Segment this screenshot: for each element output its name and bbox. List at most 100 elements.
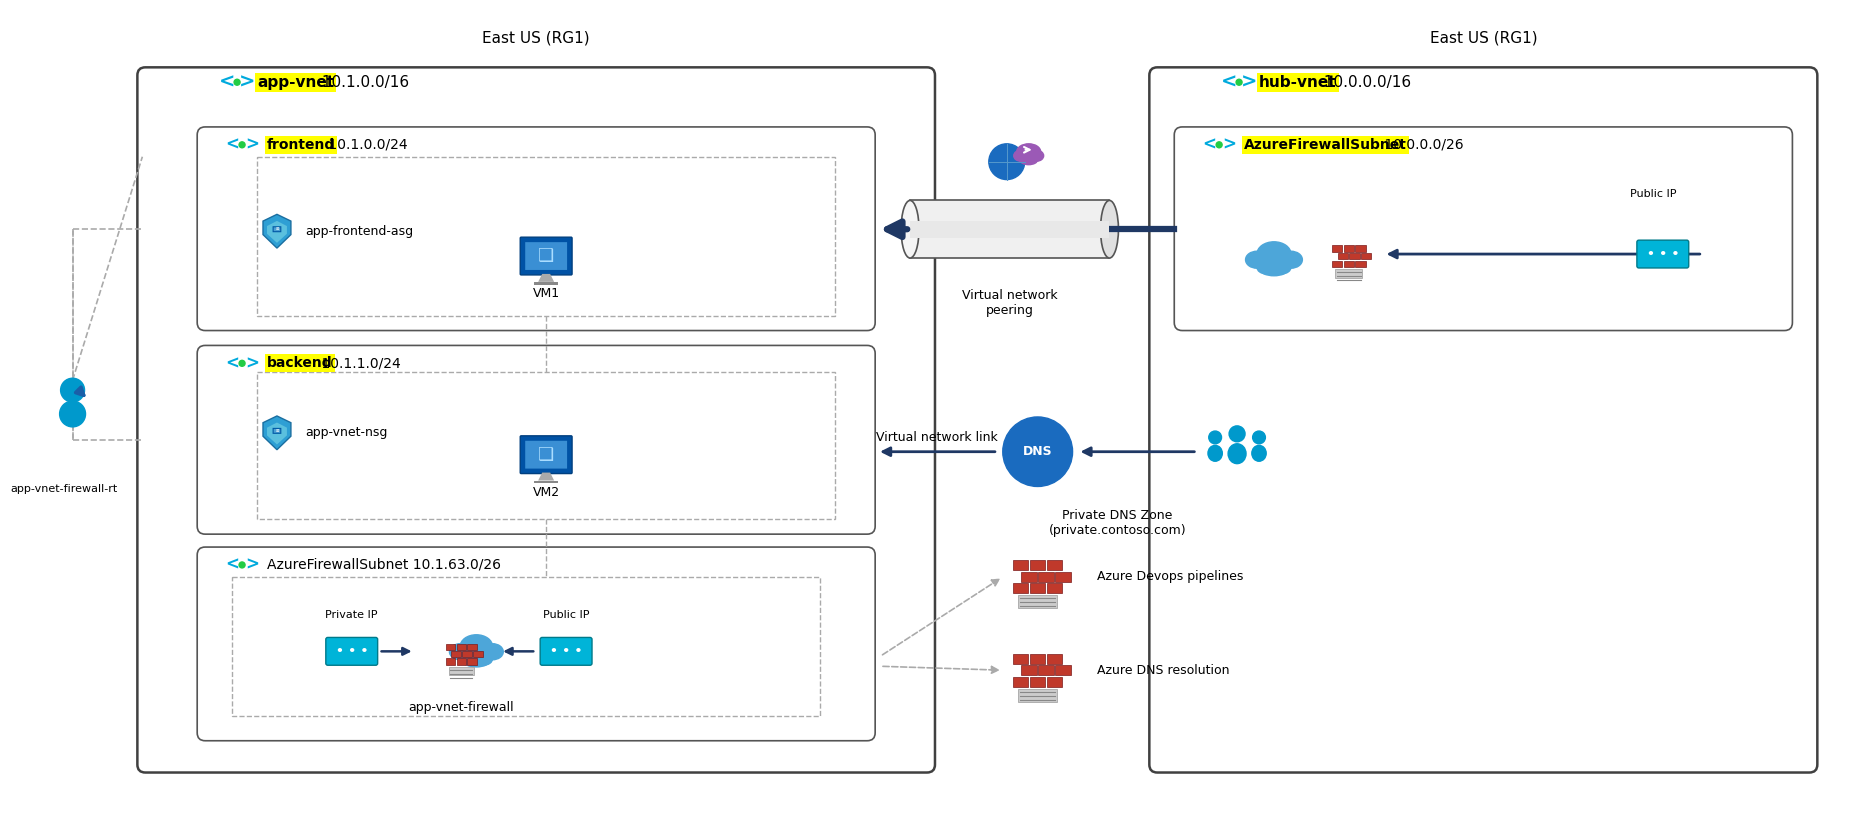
- Polygon shape: [264, 416, 292, 450]
- Text: VM2: VM2: [533, 486, 559, 499]
- Circle shape: [61, 378, 84, 402]
- FancyBboxPatch shape: [1343, 260, 1354, 267]
- FancyBboxPatch shape: [457, 658, 466, 665]
- Text: ⊞: ⊞: [275, 227, 279, 231]
- Ellipse shape: [461, 635, 492, 658]
- FancyBboxPatch shape: [1012, 676, 1027, 686]
- Text: app-vnet-firewall: app-vnet-firewall: [409, 701, 514, 714]
- Text: >: >: [240, 73, 254, 92]
- Text: >: >: [245, 556, 258, 574]
- Ellipse shape: [1255, 242, 1291, 266]
- Ellipse shape: [1014, 150, 1027, 161]
- Text: app-vnet: app-vnet: [256, 75, 334, 90]
- Ellipse shape: [1259, 263, 1287, 276]
- FancyBboxPatch shape: [472, 651, 483, 658]
- Bar: [1018, 595, 1057, 609]
- Circle shape: [240, 142, 245, 147]
- Circle shape: [240, 562, 245, 568]
- Text: VM1: VM1: [533, 287, 559, 301]
- Circle shape: [988, 144, 1025, 179]
- Circle shape: [1216, 142, 1222, 147]
- FancyBboxPatch shape: [197, 547, 875, 740]
- FancyBboxPatch shape: [468, 658, 477, 665]
- Ellipse shape: [1255, 260, 1276, 274]
- Circle shape: [1252, 431, 1265, 444]
- FancyBboxPatch shape: [1055, 665, 1070, 675]
- Ellipse shape: [1029, 150, 1044, 161]
- FancyBboxPatch shape: [1636, 240, 1688, 268]
- Text: DNS: DNS: [1023, 446, 1051, 458]
- Text: Private IP: Private IP: [325, 609, 377, 620]
- FancyBboxPatch shape: [451, 651, 461, 658]
- FancyBboxPatch shape: [446, 658, 455, 665]
- FancyBboxPatch shape: [520, 238, 572, 275]
- Text: Azure DNS resolution: Azure DNS resolution: [1097, 663, 1229, 676]
- Text: 10.0.0.0/26: 10.0.0.0/26: [1380, 138, 1463, 152]
- Text: backend: backend: [267, 356, 332, 370]
- FancyBboxPatch shape: [1012, 654, 1027, 663]
- Ellipse shape: [1279, 251, 1302, 268]
- Text: 10.1.0.0/16: 10.1.0.0/16: [318, 75, 409, 90]
- Text: >: >: [1240, 73, 1257, 92]
- Ellipse shape: [474, 653, 492, 665]
- Text: ❑: ❑: [539, 247, 553, 265]
- Text: >: >: [1222, 136, 1235, 154]
- FancyBboxPatch shape: [273, 226, 280, 233]
- FancyBboxPatch shape: [197, 127, 875, 331]
- Text: >: >: [245, 355, 258, 373]
- FancyBboxPatch shape: [520, 436, 572, 473]
- FancyBboxPatch shape: [1038, 572, 1053, 581]
- Text: 10.1.1.0/24: 10.1.1.0/24: [318, 356, 401, 370]
- FancyBboxPatch shape: [273, 428, 280, 434]
- Text: Public IP: Public IP: [542, 609, 589, 620]
- Ellipse shape: [461, 653, 477, 665]
- Ellipse shape: [1227, 444, 1246, 464]
- Ellipse shape: [1016, 144, 1040, 160]
- FancyBboxPatch shape: [1348, 253, 1359, 260]
- FancyBboxPatch shape: [540, 637, 592, 665]
- FancyBboxPatch shape: [1047, 583, 1062, 593]
- Text: app-vnet-nsg: app-vnet-nsg: [305, 427, 386, 439]
- FancyBboxPatch shape: [1038, 665, 1053, 675]
- FancyBboxPatch shape: [1055, 572, 1070, 581]
- FancyBboxPatch shape: [1331, 260, 1341, 267]
- FancyBboxPatch shape: [1021, 572, 1036, 581]
- Text: 10.1.0.0/24: 10.1.0.0/24: [325, 138, 409, 152]
- FancyBboxPatch shape: [1331, 245, 1341, 251]
- FancyBboxPatch shape: [446, 644, 455, 650]
- Text: Virtual network link: Virtual network link: [875, 432, 997, 444]
- Text: Azure Devops pipelines: Azure Devops pipelines: [1097, 570, 1242, 583]
- Bar: [1018, 689, 1057, 702]
- Text: <: <: [219, 73, 236, 92]
- Text: >: >: [245, 136, 258, 154]
- Bar: [910, 201, 1109, 258]
- Text: <: <: [1201, 136, 1216, 154]
- FancyBboxPatch shape: [1354, 245, 1365, 251]
- FancyBboxPatch shape: [1012, 583, 1027, 593]
- Text: • • •: • • •: [336, 645, 368, 658]
- Bar: [910, 220, 1109, 238]
- Ellipse shape: [462, 654, 490, 667]
- Text: app-vnet-firewall-rt: app-vnet-firewall-rt: [11, 485, 119, 495]
- Bar: [535, 481, 557, 483]
- FancyBboxPatch shape: [1337, 253, 1348, 260]
- FancyBboxPatch shape: [1174, 127, 1792, 331]
- Ellipse shape: [901, 201, 919, 258]
- Ellipse shape: [1244, 251, 1268, 268]
- Text: app-frontend-asg: app-frontend-asg: [305, 224, 412, 238]
- Ellipse shape: [1019, 155, 1036, 165]
- FancyBboxPatch shape: [273, 228, 280, 231]
- FancyBboxPatch shape: [1343, 245, 1354, 251]
- FancyBboxPatch shape: [1149, 67, 1816, 772]
- FancyBboxPatch shape: [462, 651, 472, 658]
- Ellipse shape: [1252, 446, 1265, 461]
- Text: East US (RG1): East US (RG1): [483, 30, 591, 45]
- FancyBboxPatch shape: [1012, 560, 1027, 570]
- Bar: [1335, 269, 1361, 278]
- Polygon shape: [267, 423, 286, 445]
- Ellipse shape: [449, 644, 470, 660]
- FancyBboxPatch shape: [526, 441, 566, 468]
- FancyBboxPatch shape: [1029, 583, 1045, 593]
- FancyBboxPatch shape: [1021, 665, 1036, 675]
- FancyBboxPatch shape: [1029, 560, 1045, 570]
